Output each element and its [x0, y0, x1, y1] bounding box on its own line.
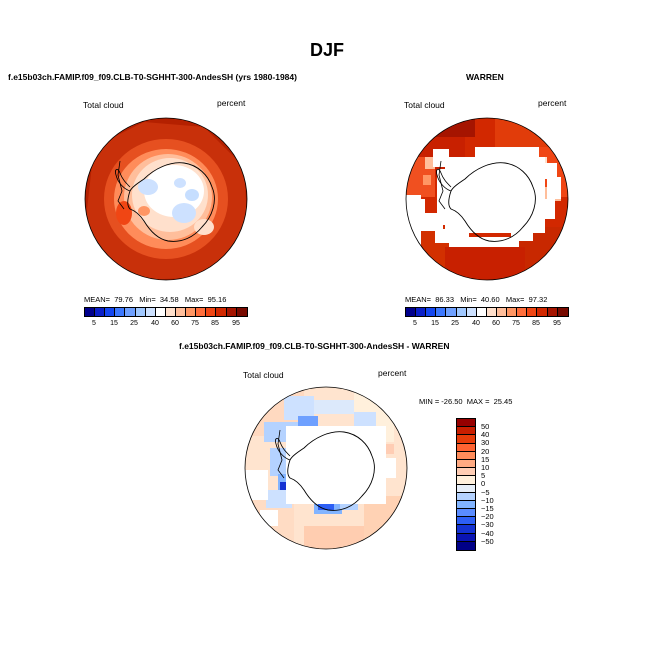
panel2-units-label: percent: [538, 98, 567, 108]
colorbar-tick-label: 40: [151, 320, 159, 327]
colorbar-box: [416, 308, 427, 316]
colorbar-box: [165, 308, 176, 316]
panel1-stats: MEAN= 79.76 Min= 34.58 Max= 95.16: [84, 295, 227, 304]
colorbar-box: [216, 308, 227, 316]
colorbar-box: [457, 492, 475, 501]
panel2-variable-label: Total cloud: [404, 100, 445, 110]
colorbar-tick-label: 15: [481, 454, 490, 464]
colorbar-tick-label: 60: [171, 320, 179, 327]
colorbar-box: [226, 308, 237, 316]
colorbar-tick-label: 25: [451, 320, 459, 327]
colorbar-tick-label: −50: [481, 536, 494, 546]
panel2-polar-map: [405, 117, 569, 281]
colorbar-tick-label: 5: [413, 320, 417, 327]
colorbar-tick-label: −15: [481, 504, 494, 513]
panel2-stats: MEAN= 86.33 Min= 40.60 Max= 97.32: [405, 295, 548, 304]
colorbar-tick-label: 25: [130, 320, 138, 327]
colorbar-box: [507, 308, 518, 316]
colorbar-box: [537, 308, 548, 316]
colorbar-tick-label: 20: [481, 446, 490, 456]
colorbar-box: [527, 308, 538, 316]
colorbar-box: [457, 443, 475, 452]
panel1-polar-map: [84, 117, 248, 281]
colorbar-tick-label: 40: [472, 320, 480, 327]
colorbar-box: [557, 308, 568, 316]
colorbar-box: [115, 308, 126, 316]
colorbar-box: [186, 308, 197, 316]
colorbar-box: [496, 308, 508, 316]
colorbar-tick-label: 60: [492, 320, 500, 327]
colorbar-tick-label: −30: [481, 520, 494, 530]
colorbar-tick-label: 85: [211, 320, 219, 327]
colorbar-box: [517, 308, 528, 316]
panel3-variable-label: Total cloud: [243, 370, 284, 380]
panel1-variable-label: Total cloud: [83, 100, 124, 110]
colorbar-tick-label: 5: [92, 320, 96, 327]
colorbar-box: [105, 308, 116, 316]
colorbar-tick-label: −20: [481, 512, 494, 522]
colorbar-box: [426, 308, 437, 316]
colorbar-box: [466, 308, 477, 316]
colorbar-box: [236, 308, 247, 316]
colorbar-box: [457, 500, 475, 510]
colorbar-box: [486, 308, 497, 316]
colorbar-box: [85, 308, 96, 316]
panel2-colorbar: [405, 307, 569, 317]
colorbar-tick-label: 40: [481, 430, 490, 440]
colorbar-box: [206, 308, 217, 316]
panel1-colorbar: [84, 307, 248, 317]
panel3-stats: MIN = -26.50 MAX = 25.45: [419, 397, 513, 406]
colorbar-box: [457, 525, 475, 534]
colorbar-box: [457, 484, 475, 493]
colorbar-box: [196, 308, 207, 316]
colorbar-box: [95, 308, 106, 316]
colorbar-box: [547, 308, 558, 316]
panel3-colorbar: [456, 418, 476, 551]
colorbar-box: [135, 308, 146, 316]
panel3-polar-map: [244, 386, 408, 550]
colorbar-box: [446, 308, 457, 316]
colorbar-box: [456, 308, 467, 316]
colorbar-box: [457, 541, 475, 550]
colorbar-box: [457, 517, 475, 526]
panel3-units-label: percent: [378, 368, 407, 378]
colorbar-box: [155, 308, 166, 316]
colorbar-tick-label: 75: [512, 320, 520, 327]
colorbar-box: [175, 308, 187, 316]
colorbar-box: [457, 459, 475, 469]
colorbar-box: [457, 427, 475, 436]
colorbar-box: [436, 308, 447, 316]
figure-title: DJF: [309, 40, 344, 60]
panel3-title: f.e15b03ch.FAMIP.f09_f09.CLB-T0-SGHHT-30…: [179, 341, 450, 351]
colorbar-tick-label: −5: [481, 487, 490, 497]
colorbar-box: [125, 308, 136, 316]
colorbar-box: [457, 435, 475, 444]
colorbar-box: [476, 308, 487, 316]
colorbar-tick-label: 15: [431, 320, 439, 327]
colorbar-tick-label: −10: [481, 495, 494, 505]
colorbar-tick-label: 5: [481, 471, 486, 481]
colorbar-box: [457, 419, 475, 428]
colorbar-tick-label: −40: [481, 528, 494, 538]
colorbar-box: [457, 509, 475, 518]
panel1-title: f.e15b03ch.FAMIP.f09_f09.CLB-T0-SGHHT-30…: [8, 72, 297, 82]
panel1-units-label: percent: [217, 98, 246, 108]
colorbar-box: [145, 308, 156, 316]
colorbar-tick-label: 30: [481, 438, 490, 448]
colorbar-box: [457, 533, 475, 542]
colorbar-tick-label: 95: [553, 320, 561, 327]
panel2-title: WARREN: [466, 72, 504, 82]
colorbar-tick-label: 0: [481, 479, 486, 489]
colorbar-tick-label: 85: [532, 320, 540, 327]
colorbar-box: [457, 476, 475, 485]
colorbar-tick-label: 10: [481, 463, 490, 472]
colorbar-box: [457, 451, 475, 460]
colorbar-tick-label: 75: [191, 320, 199, 327]
colorbar-tick-label: 95: [232, 320, 240, 327]
colorbar-tick-label: 50: [481, 422, 490, 431]
colorbar-box: [406, 308, 417, 316]
colorbar-tick-label: 15: [110, 320, 118, 327]
colorbar-box: [457, 468, 475, 477]
